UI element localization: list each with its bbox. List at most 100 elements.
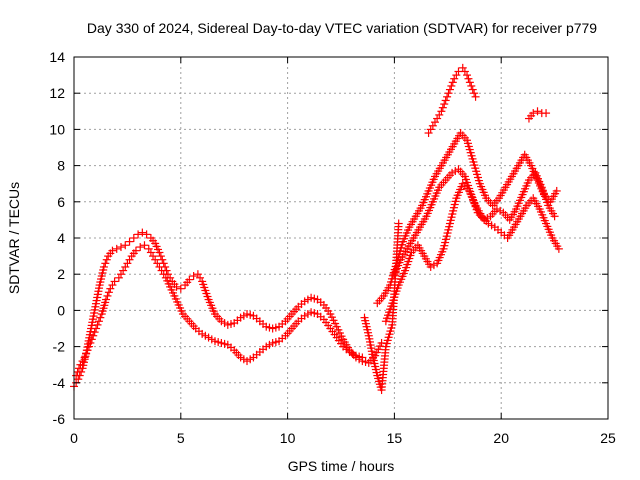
data-point-track-a bbox=[189, 272, 198, 281]
data-point-track-b bbox=[104, 288, 113, 297]
data-point-track-g bbox=[542, 109, 551, 118]
data-point-track-a bbox=[158, 255, 167, 264]
data-point-track-b bbox=[84, 342, 93, 351]
data-point-track-b bbox=[103, 291, 112, 300]
data-point-track-e bbox=[550, 212, 559, 221]
data-point-track-a bbox=[142, 230, 151, 239]
data-point-track-b bbox=[157, 266, 166, 275]
data-point-track-f bbox=[447, 81, 456, 90]
data-point-track-b bbox=[151, 255, 160, 264]
data-point-track-b bbox=[92, 324, 101, 333]
data-point-track-f bbox=[426, 125, 435, 134]
x-tick-label: 20 bbox=[493, 430, 509, 446]
data-point-track-b bbox=[144, 244, 153, 253]
data-point-track-a bbox=[193, 270, 202, 279]
data-point-track-b bbox=[82, 349, 91, 358]
data-point-track-h bbox=[394, 219, 403, 228]
chart-title: Day 330 of 2024, Sidereal Day-to-day VTE… bbox=[87, 20, 597, 36]
data-point-track-b bbox=[80, 353, 89, 362]
data-point-track-f bbox=[440, 100, 449, 109]
data-point-track-b bbox=[131, 246, 140, 255]
y-tick-label: -6 bbox=[53, 411, 66, 427]
data-point-track-b bbox=[114, 273, 123, 282]
data-point-track-f bbox=[437, 107, 446, 116]
data-point-track-f bbox=[445, 85, 454, 94]
data-point-track-f bbox=[448, 78, 457, 87]
y-tick-label: 10 bbox=[49, 121, 65, 137]
data-point-track-f bbox=[468, 85, 477, 94]
axis-ticks: 0 5 10 15 20 25 -6 -4 -2 0 2 4 6 8 10 12 14 bbox=[49, 49, 616, 446]
data-point-track-a bbox=[121, 241, 130, 250]
data-point-track-a bbox=[108, 246, 117, 255]
data-point-track-f bbox=[458, 63, 467, 72]
data-point-track-b bbox=[125, 255, 134, 264]
data-point-track-c bbox=[552, 186, 561, 195]
data-point-track-f bbox=[467, 81, 476, 90]
y-tick-label: 12 bbox=[49, 85, 65, 101]
data-point-track-f bbox=[438, 103, 447, 112]
data-point-track-b bbox=[121, 262, 130, 271]
data-point-track-a bbox=[99, 262, 108, 271]
data-point-track-b bbox=[93, 320, 102, 329]
data-point-track-f bbox=[424, 129, 433, 138]
data-point-track-b bbox=[146, 248, 155, 257]
data-point-track-a bbox=[138, 228, 147, 237]
data-point-track-a bbox=[74, 375, 83, 384]
y-tick-label: 6 bbox=[57, 194, 65, 210]
data-point-track-a bbox=[116, 243, 125, 252]
data-point-track-b bbox=[108, 281, 117, 290]
data-point-track-f bbox=[433, 114, 442, 123]
data-point-track-b bbox=[72, 371, 81, 380]
data-point-track-f bbox=[444, 89, 453, 98]
data-point-track-a bbox=[125, 237, 134, 246]
data-point-track-a bbox=[102, 255, 111, 264]
data-point-track-f bbox=[452, 71, 461, 80]
data-point-track-b bbox=[73, 367, 82, 376]
x-tick-label: 15 bbox=[387, 430, 403, 446]
data-point-track-b bbox=[110, 277, 119, 286]
data-point-track-f bbox=[471, 92, 480, 101]
data-point-track-b bbox=[119, 266, 128, 275]
data-point-track-b bbox=[87, 335, 96, 344]
data-point-track-a bbox=[112, 244, 121, 253]
data-point-track-a bbox=[134, 230, 143, 239]
data-point-track-b bbox=[358, 353, 367, 362]
data-point-track-b bbox=[136, 243, 145, 252]
data-point-track-a bbox=[185, 275, 194, 284]
data-point-track-b bbox=[83, 346, 92, 355]
data-point-track-f bbox=[464, 74, 473, 83]
data-point-track-f bbox=[428, 121, 437, 130]
data-point-track-f bbox=[465, 78, 474, 87]
y-tick-label: 0 bbox=[57, 302, 65, 318]
data-point-track-g bbox=[529, 109, 538, 118]
x-tick-label: 10 bbox=[280, 430, 296, 446]
data-point-track-f bbox=[430, 118, 439, 127]
data-point-track-b bbox=[89, 331, 98, 340]
data-point-track-b bbox=[149, 252, 158, 261]
data-point-track-a bbox=[155, 248, 164, 257]
data-point-track-f bbox=[460, 67, 469, 76]
data-point-track-f bbox=[463, 71, 472, 80]
data-point-track-b bbox=[140, 241, 149, 250]
data-point-track-a bbox=[176, 284, 185, 293]
data-point-track-b bbox=[90, 328, 99, 337]
data-point-track-b bbox=[153, 259, 162, 268]
data-point-track-b bbox=[86, 338, 95, 347]
data-point-track-b bbox=[94, 317, 103, 326]
data-point-track-f bbox=[435, 110, 444, 119]
x-tick-label: 5 bbox=[177, 430, 185, 446]
data-point-track-b bbox=[102, 295, 111, 304]
data-point-track-f bbox=[441, 96, 450, 105]
data-point-track-a bbox=[101, 259, 110, 268]
y-tick-label: 4 bbox=[57, 230, 65, 246]
y-tick-label: 14 bbox=[49, 49, 65, 65]
data-point-track-b bbox=[123, 259, 132, 268]
y-tick-label: -4 bbox=[53, 375, 66, 391]
x-axis-title: GPS time / hours bbox=[288, 458, 395, 474]
data-point-track-d bbox=[554, 244, 563, 253]
data-point-track-g bbox=[533, 107, 542, 116]
data-point-track-a bbox=[129, 234, 138, 242]
y-axis-title: SDTVAR / TECUs bbox=[6, 182, 22, 294]
